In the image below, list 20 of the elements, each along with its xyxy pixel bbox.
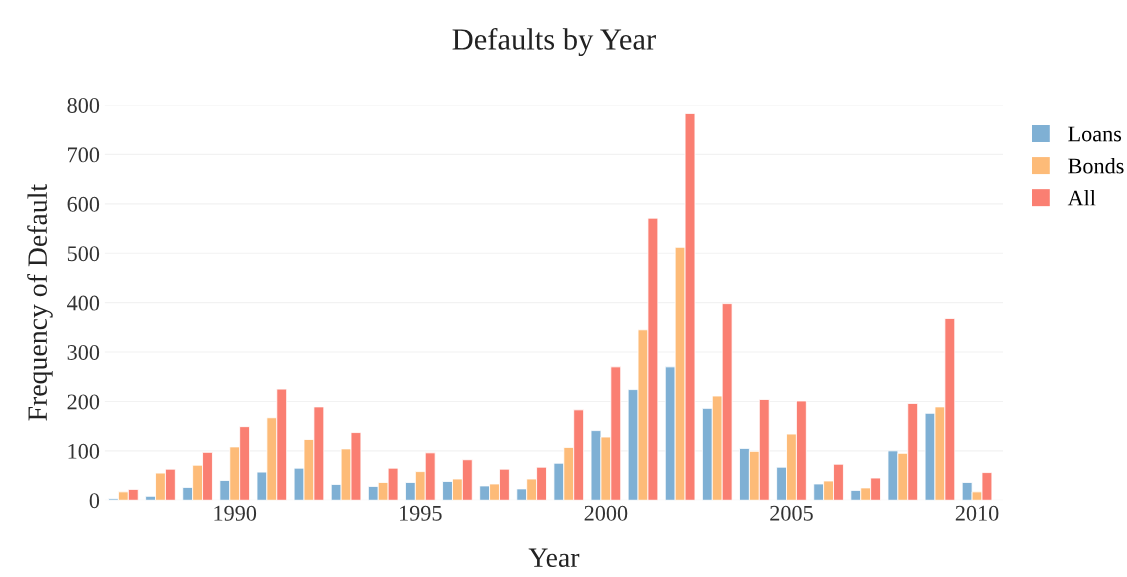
- y-tick-label: 0: [89, 493, 100, 509]
- y-tick-label: 300: [67, 344, 100, 360]
- y-tick-label: 400: [67, 295, 100, 311]
- legend-label: All: [1067, 189, 1096, 206]
- legend-label: Bonds: [1068, 157, 1124, 174]
- y-tick-label: 800: [67, 97, 100, 113]
- x-tick-label: 1995: [400, 505, 442, 521]
- x-axis-title: Year: [528, 548, 580, 568]
- y-tick-label: 500: [67, 246, 100, 262]
- x-tick-label: 2000: [584, 505, 628, 521]
- y-axis-title: Frequency of Default: [27, 184, 53, 421]
- y-tick-label: 100: [68, 443, 100, 459]
- chart-title: Defaults by Year: [452, 27, 656, 57]
- x-tick-label: 2005: [770, 505, 813, 521]
- x-tick-label: 2010: [955, 505, 999, 521]
- y-tick-label: 200: [67, 394, 100, 410]
- legend-label: Loans: [1068, 126, 1122, 142]
- y-tick-label: 700: [68, 147, 100, 163]
- x-tick-label: 1990: [214, 505, 257, 521]
- y-tick-label: 600: [67, 196, 100, 212]
